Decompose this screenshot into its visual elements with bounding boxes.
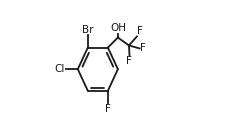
Text: Br: Br	[82, 25, 94, 35]
Text: F: F	[137, 26, 143, 36]
Text: OH: OH	[110, 23, 126, 33]
Text: Cl: Cl	[55, 64, 65, 74]
Text: F: F	[140, 43, 146, 53]
Text: F: F	[105, 104, 111, 114]
Text: F: F	[126, 56, 132, 66]
